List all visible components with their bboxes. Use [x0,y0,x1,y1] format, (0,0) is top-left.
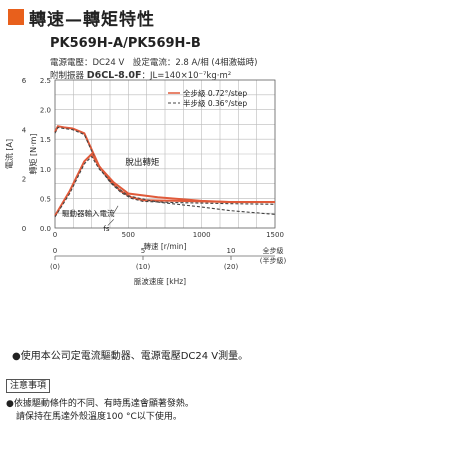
pulse-tick-full: 5 [141,247,145,255]
measurement-note: ●使用本公司定電流驅動器、電源電壓DC24 V測量。 [12,351,249,362]
plot-frame [54,79,276,229]
pullout-torque-annotation: 脫出轉矩 [125,157,160,168]
current-tick-label: 6 [22,77,27,85]
speed-axis-label: 轉速 [r/min] [144,241,187,251]
speed-tick-label: 0 [53,231,57,239]
speed-tick-label: 1000 [193,231,211,239]
current-curve-full-step [54,152,275,217]
torque-axis-label: 轉矩 [N·m] [28,133,38,174]
current-annotation: 驅動器輸入電流 [62,208,115,218]
pulse-tick-full: 0 [53,247,57,255]
caution-title: 注意事項 [6,379,51,393]
torque-tick-label: 1.5 [40,136,51,144]
model-name: PK569H-A/PK569H-B [50,36,201,51]
pulse-tick-half: (10) [136,263,151,271]
current-axis-label: 電流 [A] [4,139,14,169]
damper-prefix: 附制振器 [50,71,85,81]
pulse-tick-half: (20) [224,263,239,271]
page-title: 轉速—轉矩特性 [29,10,155,30]
fs-leader-line [107,219,114,226]
damper-inertia: ：JL=140×10⁻⁷kg·m² [141,71,232,81]
current-tick-label: 0 [22,225,26,233]
legend-label: 半步級 0.36°/step [183,98,247,108]
legend-label: 全步級 0.72°/step [183,88,247,98]
pulse-tick-half: (0) [50,263,60,271]
torque-curve-half-step [54,126,276,205]
fs-annotation: fs [103,225,109,233]
conditions-line-2: 附制振器 D6CL-8.0F：JL=140×10⁻⁷kg·m² [50,69,231,81]
pulse-end-label-half: (半步級) [260,256,287,265]
pulse-tick-full: 10 [227,247,236,255]
pulse-axis-label: 脈波速度 [kHz] [134,276,186,286]
pulse-end-label-full: 全步級 [263,246,284,255]
speed-torque-chart: 0.0 0.5 1.0 1.5 2.0 2.5 0 2 4 6 0 500 1000 1500 轉矩 [N·… [4,77,287,286]
speed-tick-label: 1500 [266,231,284,239]
title-accent-square [8,9,24,25]
damper-model: D6CL-8.0F [86,70,142,81]
torque-tick-label: 1.0 [40,166,51,174]
speed-tick-label: 500 [122,231,135,239]
current-tick-label: 2 [22,176,26,184]
caution-line-2: 請保持在馬達外殼溫度100 °C以下使用。 [16,412,182,422]
current-leader-line [111,205,119,216]
conditions-line-1: 電源電壓：DC24 V 設定電流：2.8 A/相 (4相激磁時) [50,58,258,68]
caution-line-1: ●依據驅動條件的不同、有時馬達會顯著發熱。 [6,399,194,409]
current-tick-label: 4 [22,126,27,134]
current-curve-half-step [54,155,276,218]
torque-tick-label: 2.0 [40,107,51,115]
torque-tick-label: 2.5 [40,77,51,85]
torque-tick-label: 0.0 [40,225,51,233]
torque-tick-label: 0.5 [40,195,51,203]
